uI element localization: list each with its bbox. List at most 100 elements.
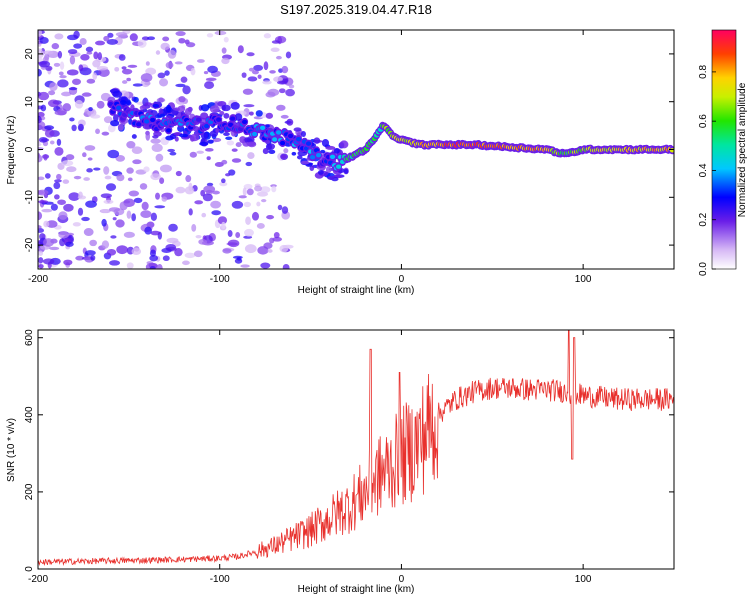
spectrogram-cell xyxy=(243,104,255,108)
spectrogram-cell xyxy=(80,53,90,61)
spectrogram-y-label: Frequency (Hz) xyxy=(6,116,17,185)
spectrogram-cell xyxy=(109,260,121,266)
spectrogram-cell xyxy=(150,173,161,181)
spectrogram-cell xyxy=(219,181,228,187)
spectrogram-cell xyxy=(276,80,288,85)
spectrogram-cell xyxy=(285,88,295,97)
spectrogram-cell xyxy=(114,67,120,72)
spectrogram-cell xyxy=(152,135,159,139)
x-tick-label: 100 xyxy=(575,274,592,285)
spectrogram-cell xyxy=(221,178,226,184)
spectrogram-cell xyxy=(238,195,247,199)
spectrogram-cell xyxy=(118,54,126,61)
spectrogram-cell xyxy=(86,51,93,55)
spectrogram-cell xyxy=(54,147,64,156)
spectrogram-cell xyxy=(75,255,85,261)
spectrogram-y-axis: -20 -10 0 10 20 xyxy=(24,48,674,252)
spectrogram-cell xyxy=(293,127,302,132)
spectrogram-cell xyxy=(81,92,92,97)
spectrogram-cell xyxy=(38,121,46,130)
spectrogram-cell xyxy=(263,33,272,39)
spectrogram-cell xyxy=(207,139,214,144)
spectrogram-cell xyxy=(175,186,186,194)
spectrogram-cell xyxy=(236,256,242,261)
spectrogram-cell xyxy=(127,177,133,182)
spectrogram-cell xyxy=(251,211,260,221)
spectrogram-cell xyxy=(174,61,183,65)
spectrogram-cell xyxy=(89,239,98,247)
chart-title: S197.2025.319.04.47.R18 xyxy=(280,2,432,17)
spectrogram-cell xyxy=(85,200,97,208)
spectrogram-cell xyxy=(63,259,73,266)
spectrogram-cell xyxy=(159,164,172,173)
y-tick-label: 10 xyxy=(24,96,35,108)
spectrogram-cell xyxy=(57,79,69,88)
spectrogram-cell xyxy=(51,43,60,50)
spectrogram-cell xyxy=(132,83,143,87)
y-tick-label: 400 xyxy=(24,406,35,423)
spectrogram-cell xyxy=(126,77,131,82)
spectrogram-cell xyxy=(133,96,139,103)
spectrogram-cell xyxy=(193,250,203,258)
spectrogram-cell xyxy=(241,72,247,78)
x-tick-label: -200 xyxy=(28,274,48,285)
spectrogram-cell xyxy=(159,177,165,185)
spectrogram-cell xyxy=(129,33,138,42)
spectrogram-cell xyxy=(115,219,125,228)
x-tick-label: 100 xyxy=(575,574,592,585)
spectrogram-cell xyxy=(221,104,231,112)
spectrogram-cell xyxy=(189,133,200,142)
spectrogram-cell xyxy=(196,150,205,154)
snr-x-label: Height of straight line (km) xyxy=(298,584,415,595)
spectrogram-cell xyxy=(207,65,219,74)
spectrogram-cell xyxy=(58,211,68,220)
spectrogram-cell xyxy=(259,186,271,194)
spectrogram-cell xyxy=(296,155,303,160)
spectrogram-cell xyxy=(240,264,250,268)
spectrogram-cell xyxy=(44,173,51,179)
spectrogram-cell xyxy=(269,70,276,74)
spectrogram-cell xyxy=(63,203,74,212)
spectrogram-cell xyxy=(185,175,192,183)
y-tick-label: 200 xyxy=(24,483,35,500)
spectrogram-cell xyxy=(267,249,273,253)
spectrogram-cell xyxy=(97,52,103,61)
spectrogram-cell xyxy=(248,111,254,116)
spectrogram-cell xyxy=(126,167,134,174)
spectrogram-cell xyxy=(174,247,183,257)
spectrogram-cell xyxy=(59,75,67,79)
spectrogram-ridge-cell xyxy=(287,133,294,139)
spectrogram-ridge-cell xyxy=(228,122,234,128)
spectrogram-cell xyxy=(321,138,330,147)
spectrogram-cell xyxy=(112,90,123,98)
snr-x-axis: -200 -100 0 100 xyxy=(28,330,592,585)
spectrogram-cell xyxy=(260,262,271,269)
spectrogram-cell xyxy=(131,213,136,222)
spectrogram-cell xyxy=(112,217,117,221)
spectrogram-cell xyxy=(53,62,61,67)
spectrogram-cell xyxy=(173,107,181,111)
spectrogram-cell xyxy=(211,210,221,216)
spectrogram-cell xyxy=(132,159,142,165)
spectrogram-cell xyxy=(221,57,230,65)
spectrogram-cell xyxy=(273,76,283,83)
spectrogram-cell xyxy=(225,173,231,177)
spectrogram-cell xyxy=(68,87,78,91)
spectrogram-cell xyxy=(150,230,161,236)
spectrogram-cell xyxy=(223,112,230,119)
spectrogram-cell xyxy=(106,248,117,256)
spectrogram-cell xyxy=(247,76,258,82)
spectrogram-cell xyxy=(195,234,202,239)
spectrogram-ridge-cell xyxy=(242,119,248,125)
spectrogram-cell xyxy=(68,192,80,201)
spectrogram-ridge-cell xyxy=(259,125,266,131)
spectrogram-cell xyxy=(175,170,182,177)
spectrogram-ridge-cell xyxy=(116,105,122,111)
spectrogram-cell xyxy=(333,148,340,154)
spectrogram-cell xyxy=(92,72,98,80)
spectrogram-cell xyxy=(244,244,257,254)
spectrogram-cell xyxy=(206,33,214,38)
spectrogram-cell xyxy=(117,123,124,131)
spectrogram-cell xyxy=(85,46,94,53)
y-tick-label: -20 xyxy=(24,237,35,252)
